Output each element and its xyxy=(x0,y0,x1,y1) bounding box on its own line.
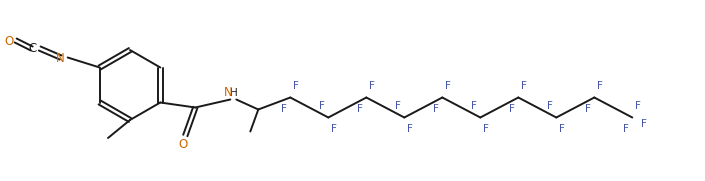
Text: F: F xyxy=(281,104,287,114)
Text: F: F xyxy=(547,101,553,111)
Text: N: N xyxy=(224,86,233,99)
Text: F: F xyxy=(522,81,527,91)
Text: F: F xyxy=(446,81,451,91)
Text: F: F xyxy=(635,101,642,111)
Text: F: F xyxy=(585,104,591,114)
Text: F: F xyxy=(396,101,401,111)
Text: C: C xyxy=(29,42,37,55)
Text: O: O xyxy=(4,35,13,48)
Text: F: F xyxy=(293,81,300,91)
Text: F: F xyxy=(472,101,477,111)
Text: F: F xyxy=(369,81,375,91)
Text: F: F xyxy=(641,119,646,129)
Text: F: F xyxy=(560,124,565,134)
Text: F: F xyxy=(319,101,325,111)
Text: F: F xyxy=(597,81,603,91)
Text: F: F xyxy=(331,124,337,134)
Text: F: F xyxy=(407,124,413,134)
Text: F: F xyxy=(509,104,515,114)
Text: H: H xyxy=(231,87,238,98)
Text: F: F xyxy=(623,124,629,134)
Text: F: F xyxy=(357,104,363,114)
Text: O: O xyxy=(178,138,188,151)
Text: F: F xyxy=(484,124,489,134)
Text: N: N xyxy=(56,52,65,65)
Text: F: F xyxy=(434,104,439,114)
